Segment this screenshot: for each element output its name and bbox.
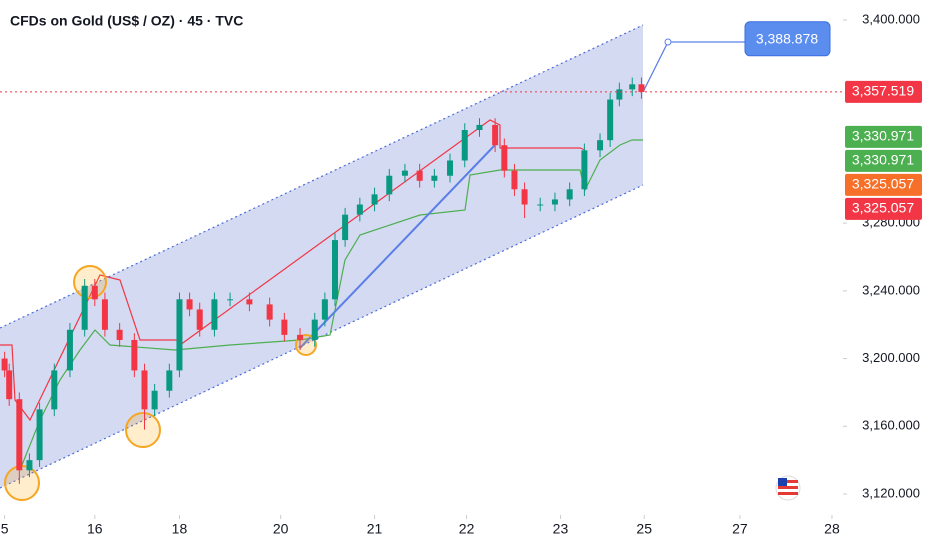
candle-body — [581, 150, 588, 190]
candle-body — [638, 84, 645, 92]
x-tick-label: 27 — [732, 521, 748, 537]
price-label: 3,357.519 — [852, 83, 914, 99]
candle-body — [386, 175, 393, 195]
x-tick-label: 25 — [636, 521, 652, 537]
candle-body — [629, 84, 636, 90]
candle-body — [16, 399, 23, 471]
candle-body — [116, 329, 123, 340]
price-label-box — [845, 80, 922, 103]
candle-body — [151, 390, 158, 410]
flag-icon — [775, 475, 801, 501]
y-tick-label: 3,400.000 — [862, 11, 920, 26]
y-tick-label: 3,160.000 — [862, 418, 920, 433]
x-tick-label: 16 — [87, 521, 103, 537]
candle-body — [607, 99, 614, 141]
price-label-box — [845, 197, 922, 220]
candle-body — [281, 319, 288, 335]
x-tick-label: 23 — [553, 521, 569, 537]
price-label: 3,325.057 — [852, 200, 914, 216]
candle-body — [321, 299, 328, 320]
candle-body — [246, 299, 253, 305]
candle-body — [176, 299, 183, 371]
path-arrow — [299, 144, 496, 349]
candle-body — [6, 370, 13, 400]
price-label-box — [845, 173, 922, 196]
candle-body — [401, 170, 408, 176]
y-tick-label: 3,240.000 — [862, 282, 920, 297]
x-tick-label: 28 — [824, 521, 840, 537]
candle-body — [342, 214, 349, 241]
candle-body — [551, 199, 558, 205]
candle-body — [66, 329, 73, 371]
candle-body — [141, 370, 148, 410]
candle-body — [81, 285, 88, 330]
x-tick-label: 22 — [459, 521, 475, 537]
target-point — [664, 38, 672, 46]
candle-body — [186, 299, 193, 310]
candle-body — [521, 189, 528, 205]
price-label: 3,330.971 — [852, 152, 914, 168]
candle-body — [1, 358, 8, 371]
price-label-box — [845, 149, 922, 172]
chart-title: CFDs on Gold (US$ / OZ) · 45 · TVC — [10, 13, 243, 29]
candle-body — [101, 299, 108, 330]
candle-body — [501, 145, 508, 171]
candle-body — [331, 240, 338, 300]
candle-body — [297, 334, 304, 340]
candle-body — [476, 124, 483, 131]
candle-body — [511, 170, 518, 190]
price-label: 3,325.057 — [852, 176, 914, 192]
x-tick-label: 18 — [172, 521, 188, 537]
candle-body — [51, 370, 58, 410]
price-label-box — [845, 125, 922, 148]
candle-body — [431, 175, 438, 181]
candle-body — [597, 140, 604, 151]
candle-body — [26, 460, 33, 471]
candle-body — [566, 189, 573, 200]
target-label: 3,388.878 — [756, 31, 818, 47]
candle-body — [311, 319, 318, 340]
candle-body — [537, 204, 544, 206]
candle-body — [447, 160, 454, 176]
x-tick-label: 5 — [1, 521, 9, 537]
pivot-circle — [125, 412, 161, 448]
x-tick-label: 21 — [367, 521, 383, 537]
candle-body — [371, 194, 378, 205]
trail-green — [19, 139, 643, 471]
candle-body — [616, 89, 623, 100]
candle-body — [416, 170, 423, 181]
channel — [0, 25, 643, 488]
pivot-circle — [73, 265, 107, 299]
y-tick-label: 3,120.000 — [862, 485, 920, 500]
candle-body — [266, 304, 273, 320]
candle-body — [356, 204, 363, 215]
x-tick-label: 20 — [273, 521, 289, 537]
pivot-circle — [4, 465, 40, 501]
pivot-circle — [295, 334, 317, 356]
y-tick-label: 3,200.000 — [862, 350, 920, 365]
target-box — [744, 21, 831, 57]
candle-body — [211, 299, 218, 330]
price-label: 3,330.971 — [852, 128, 914, 144]
candle-body — [196, 309, 203, 330]
candle-body — [36, 409, 43, 461]
target-arrow — [642, 41, 745, 93]
channel-top — [0, 24, 644, 329]
candle-body — [461, 130, 468, 161]
candle-body — [91, 285, 98, 300]
candle-body — [227, 299, 234, 301]
candle-body — [492, 124, 499, 146]
candle-body — [166, 370, 173, 391]
candle-body — [131, 339, 138, 371]
